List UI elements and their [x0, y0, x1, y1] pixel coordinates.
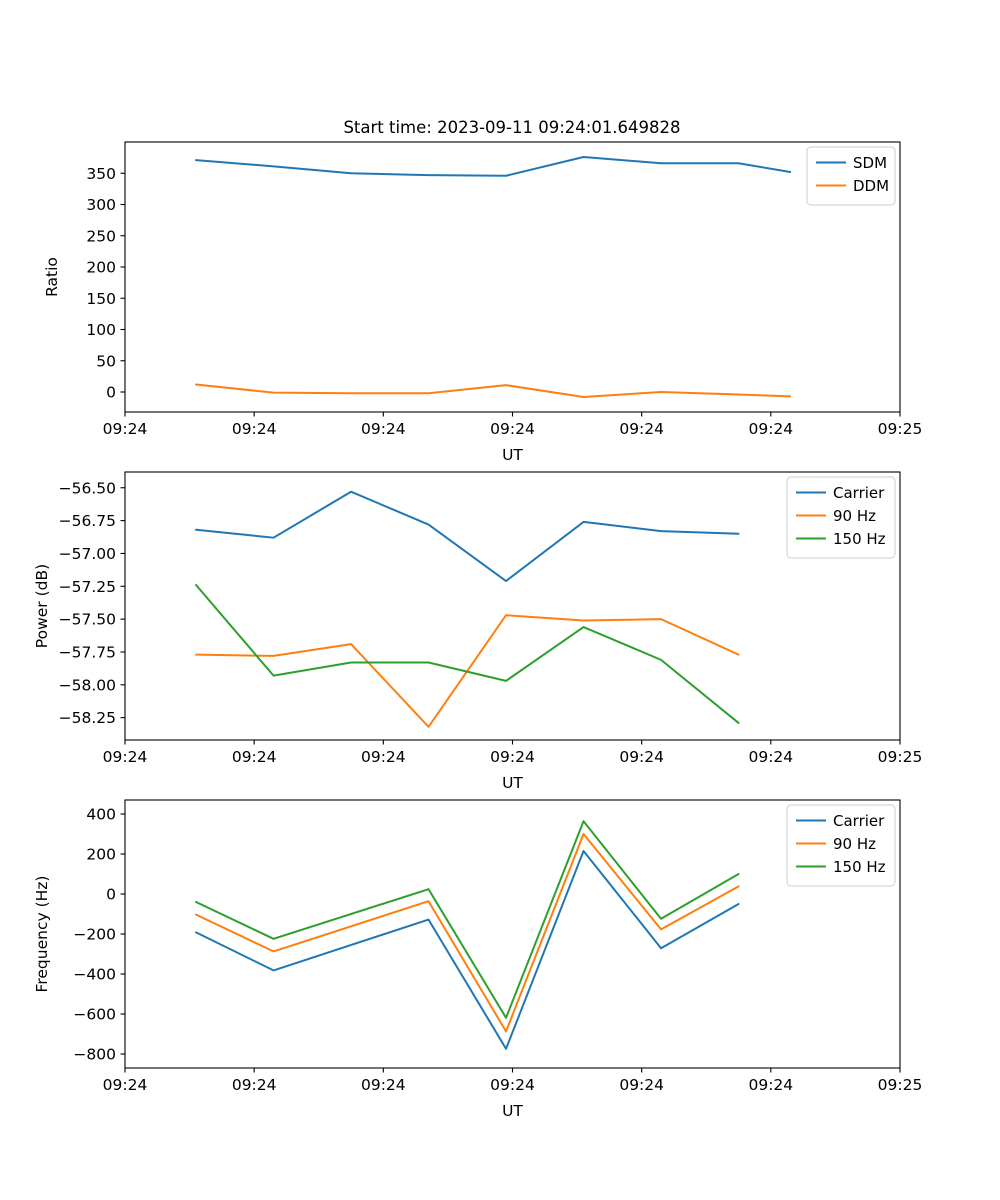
panel-frequency-series-90-hz — [195, 833, 740, 1033]
panel-frequency-legend: Carrier 90 Hz 150 Hz — [786, 804, 896, 887]
panel-ratio-xtick-label: 09:24 — [103, 420, 148, 438]
panel-frequency-xtick-label: 09:24 — [748, 1076, 793, 1094]
panel-frequency-ylabel: Frequency (Hz) — [33, 876, 51, 993]
panel-ratio-xtick-label: 09:24 — [619, 420, 664, 438]
figure-title: Start time: 2023-09-11 09:24:01.649828 — [343, 118, 680, 137]
panel-power-ytick-label: −57.25 — [59, 578, 116, 596]
panel-frequency-frame — [124, 799, 901, 1069]
panel-ratio-ytick-label: 250 — [86, 227, 116, 245]
panel-frequency-series-150-hz — [195, 820, 740, 1019]
panel-power: 09:24 09:24 09:24 09:24 09:24 09:24 09:25 −56.5… — [33, 471, 923, 792]
panel-ratio-ytick-label: 50 — [96, 352, 116, 370]
panel-ratio-xtick-label: 09:24 — [361, 420, 406, 438]
panel-frequency-ytick-label: 400 — [86, 806, 116, 824]
panel-power-ytick-label: −57.00 — [59, 545, 116, 563]
panel-power-xtick-label: 09:24 — [490, 748, 535, 766]
panel-power-ytick-label: −58.25 — [59, 709, 116, 727]
panel-frequency-xtick-label: 09:24 — [361, 1076, 406, 1094]
panel-power-ytick-label: −56.75 — [59, 512, 116, 530]
panel-frequency-legend-label-150-hz: 150 Hz — [833, 858, 886, 876]
panel-power-ytick-label: −58.00 — [59, 676, 116, 694]
panel-ratio-ytick-label: 300 — [86, 196, 116, 214]
panel-frequency-ytick-label: −400 — [73, 966, 116, 984]
panel-power-legend: Carrier 90 Hz 150 Hz — [786, 476, 896, 559]
panel-power-ytick-label: −56.50 — [59, 479, 116, 497]
panel-frequency-xlabel: UT — [502, 1102, 523, 1120]
panel-frequency-legend-label-carrier: Carrier — [833, 812, 885, 830]
panel-power-legend-label-150-hz: 150 Hz — [833, 530, 886, 548]
panel-frequency: 09:24 09:24 09:24 09:24 09:24 09:24 09:25 −800 −… — [33, 799, 923, 1120]
panel-frequency-xtick-label: 09:24 — [232, 1076, 277, 1094]
panel-power-ytick-label: −57.75 — [59, 643, 116, 661]
panel-power-legend-label-90-hz: 90 Hz — [833, 507, 876, 525]
panel-power-xtick-label: 09:24 — [748, 748, 793, 766]
panel-frequency-ytick-label: 200 — [86, 846, 116, 864]
panel-ratio-legend-label-ddm: DDM — [853, 177, 889, 195]
panel-power-xtick-label: 09:24 — [619, 748, 664, 766]
panel-ratio-ylabel: Ratio — [43, 257, 61, 297]
panel-ratio: 09:24 09:24 09:24 09:24 09:24 09:24 09:25 0 50 10… — [43, 141, 923, 464]
panel-ratio-legend: SDM DDM — [806, 146, 896, 206]
panel-ratio-series-sdm — [195, 156, 792, 177]
panel-ratio-frame — [124, 141, 901, 413]
panel-ratio-ytick-label: 200 — [86, 259, 116, 277]
panel-ratio-ytick-label: 0 — [106, 384, 116, 402]
panel-frequency-series-carrier — [195, 850, 740, 1050]
panel-frequency-ytick-label: 0 — [106, 886, 116, 904]
panel-power-xtick-label: 09:24 — [361, 748, 406, 766]
panel-ratio-xtick-label: 09:24 — [232, 420, 277, 438]
panel-frequency-xtick-label: 09:24 — [619, 1076, 664, 1094]
panel-power-xtick-label: 09:24 — [232, 748, 277, 766]
panel-power-xtick-label: 09:24 — [103, 748, 148, 766]
panel-frequency-xtick-label: 09:24 — [490, 1076, 535, 1094]
panel-power-series-carrier — [195, 490, 740, 583]
panel-ratio-xtick-label: 09:24 — [748, 420, 793, 438]
panel-power-xlabel: UT — [502, 774, 523, 792]
panel-ratio-xlabel: UT — [502, 446, 523, 464]
panel-ratio-xtick-label: 09:25 — [878, 420, 923, 438]
panel-power-ylabel: Power (dB) — [33, 564, 51, 648]
panel-frequency-xtick-label: 09:25 — [878, 1076, 923, 1094]
panel-ratio-ytick-label: 150 — [86, 290, 116, 308]
panel-frequency-ytick-label: −800 — [73, 1046, 116, 1064]
panel-frequency-xtick-label: 09:24 — [103, 1076, 148, 1094]
panel-ratio-ytick-label: 350 — [86, 165, 116, 183]
panel-power-frame — [124, 471, 901, 741]
panel-ratio-legend-label-sdm: SDM — [853, 154, 887, 172]
panel-ratio-ytick-label: 100 — [86, 321, 116, 339]
panel-power-legend-label-carrier: Carrier — [833, 484, 885, 502]
panel-power-ytick-label: −57.50 — [59, 611, 116, 629]
panel-frequency-legend-label-90-hz: 90 Hz — [833, 835, 876, 853]
panel-frequency-ytick-label: −200 — [73, 926, 116, 944]
panel-ratio-xtick-label: 09:24 — [490, 420, 535, 438]
panel-ratio-series-ddm — [195, 383, 792, 398]
panel-power-series-150-hz — [195, 583, 740, 724]
panel-power-xtick-label: 09:25 — [878, 748, 923, 766]
panel-frequency-ytick-label: −600 — [73, 1006, 116, 1024]
